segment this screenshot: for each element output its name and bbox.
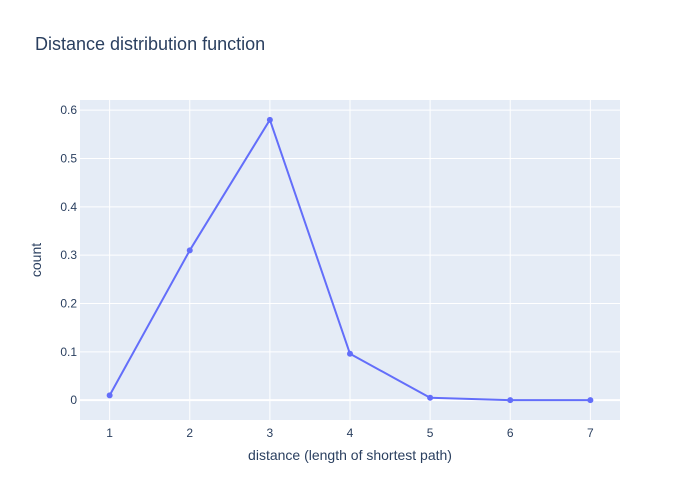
x-tick-label: 2 — [186, 426, 193, 440]
x-tick-labels: 1 2 3 4 5 6 7 — [106, 426, 594, 440]
x-tick-label: 5 — [427, 426, 434, 440]
y-tick-label: 0.3 — [60, 248, 77, 262]
x-axis-title: distance (length of shortest path) — [248, 447, 452, 463]
data-point[interactable] — [186, 247, 193, 254]
y-tick-label: 0.4 — [60, 200, 77, 214]
x-tick-label: 3 — [267, 426, 274, 440]
data-point[interactable] — [347, 350, 353, 357]
chart-title: Distance distribution function — [35, 34, 265, 54]
data-point[interactable] — [587, 397, 594, 404]
x-tick-label: 7 — [587, 426, 594, 440]
y-tick-label: 0.5 — [60, 151, 77, 165]
data-point[interactable] — [427, 394, 434, 401]
x-tick-label: 4 — [347, 426, 354, 440]
x-tick-label: 1 — [106, 426, 113, 440]
y-tick-label: 0.2 — [60, 297, 77, 311]
x-tick-label: 6 — [507, 426, 514, 440]
data-point[interactable] — [266, 116, 273, 123]
y-tick-label: 0.6 — [60, 103, 77, 117]
y-tick-labels: 0 0.1 0.2 0.3 0.4 0.5 0.6 — [60, 103, 77, 407]
x-gridlines — [109, 100, 591, 420]
data-point[interactable] — [106, 392, 113, 399]
y-axis-title: count — [28, 243, 44, 277]
y-tick-label: 0.1 — [60, 345, 77, 359]
y-tick-label: 0 — [70, 393, 77, 407]
data-point[interactable] — [507, 397, 514, 404]
series-layer — [106, 116, 594, 404]
